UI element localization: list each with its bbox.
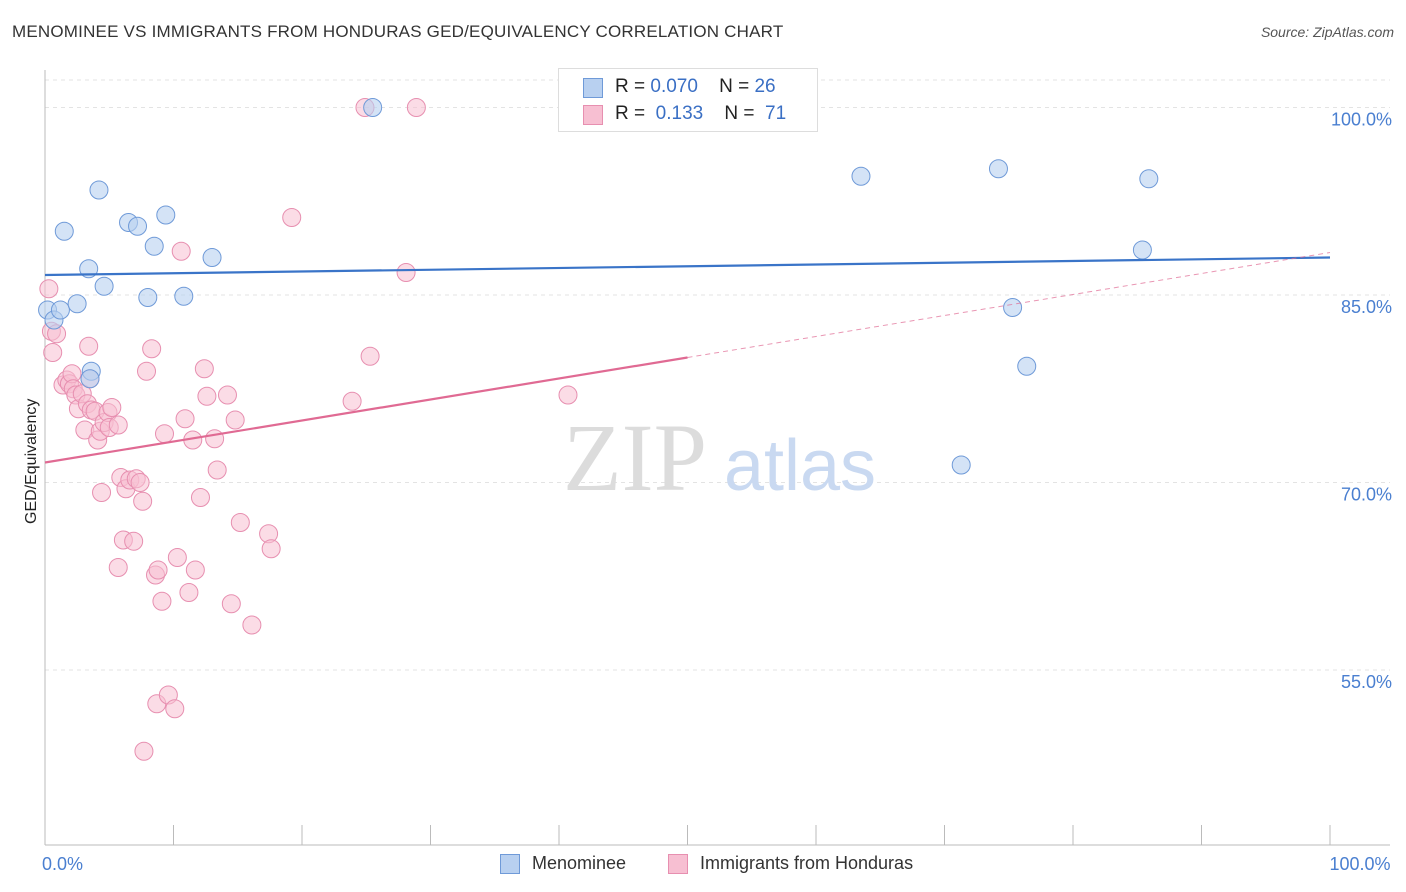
legend-r-value: 0.070 [650,76,698,97]
honduras-point [396,263,416,282]
menominee-trend-line [44,256,1331,277]
honduras-point [130,473,150,492]
honduras-point [155,424,175,444]
honduras-point [179,583,199,602]
honduras-point [171,241,191,261]
honduras-point [197,386,217,406]
menominee-point [80,369,100,389]
honduras-point [205,429,225,449]
grid-lines [45,79,1390,671]
menominee-point [54,221,74,241]
honduras-point [190,488,210,507]
menominee-point [1139,169,1159,189]
legend-n-label: N = [724,103,755,124]
honduras-points [39,98,578,761]
honduras-point [194,359,214,379]
correlation-legend: R = 0.070 N = 26 R = 0.133 N = 71 [558,68,818,132]
x-tick-label: 100.0% [1329,854,1390,874]
legend-n-value: 26 [754,76,776,97]
honduras-trend-extension [687,252,1331,358]
menominee-point [174,286,194,306]
honduras-point [185,560,205,580]
menominee-point [156,205,176,225]
legend-r-label: R = [615,76,646,97]
menominee-point [951,455,971,475]
chart-title: MENOMINEE VS IMMIGRANTS FROM HONDURAS GE… [12,22,784,41]
honduras-point [43,343,63,362]
legend-label: Menominee [532,853,627,873]
menominee-points [38,98,1159,475]
honduras-point [79,336,99,356]
x-tick-label: 0.0% [42,854,83,874]
honduras-point [124,531,144,551]
honduras-trend-line [44,356,688,464]
honduras-point [230,513,250,532]
honduras-point [261,539,281,559]
menominee-point [1132,240,1152,260]
tick-labels: 55.0% 70.0% 85.0% 100.0% 0.0% 100.0% [42,110,1392,875]
menominee-point [1003,298,1023,317]
menominee-point [202,248,222,267]
menominee-point [138,288,158,307]
menominee-point [67,294,87,314]
y-tick-label: 55.0% [1341,672,1392,692]
legend-swatch-pink [668,854,688,874]
honduras-point [133,491,153,511]
menominee-point [128,216,148,236]
menominee-point [363,98,383,117]
axes [44,70,1390,846]
honduras-point [282,208,302,227]
honduras-point [108,558,128,577]
honduras-point [207,460,227,480]
honduras-point [406,98,426,117]
honduras-point [242,615,262,635]
honduras-point [175,409,195,429]
legend-swatch-pink [583,105,603,125]
legend-r-label: R = [615,103,646,124]
menominee-point [1017,356,1037,376]
honduras-point [108,415,128,435]
legend-r-value: 0.133 [655,103,704,124]
legend-swatch-blue [583,78,603,98]
honduras-point [148,560,168,580]
legend-label: Immigrants from Honduras [700,853,914,873]
watermark-atlas: atlas [724,426,876,506]
honduras-point [92,483,112,502]
honduras-point [152,591,172,611]
honduras-point [137,361,157,381]
honduras-point [558,385,578,405]
legend-n-value: 71 [765,103,787,124]
honduras-point [102,398,122,417]
legend-n-label: N = [719,76,750,97]
honduras-point [360,346,380,366]
watermark-zip: ZIP [563,404,707,511]
honduras-point [39,279,59,299]
menominee-point [94,276,114,296]
trend-lines [44,252,1331,464]
y-tick-label: 100.0% [1331,110,1392,130]
honduras-point [221,594,241,614]
menominee-point [89,180,109,200]
legend-swatch-blue [500,854,520,874]
honduras-point [225,410,245,430]
honduras-point [134,741,154,761]
menominee-point [144,236,164,256]
honduras-point [165,699,185,719]
menominee-point [851,166,871,186]
menominee-point [988,159,1008,179]
menominee-point [50,300,70,320]
source-credit: Source: ZipAtlas.com [1260,24,1394,40]
y-tick-label: 70.0% [1341,485,1392,505]
honduras-point [217,385,237,405]
y-tick-label: 85.0% [1341,297,1392,317]
honduras-point [142,339,162,359]
honduras-point [342,391,362,411]
series-legend: Menominee Immigrants from Honduras [0,852,1406,876]
honduras-point [167,548,187,567]
